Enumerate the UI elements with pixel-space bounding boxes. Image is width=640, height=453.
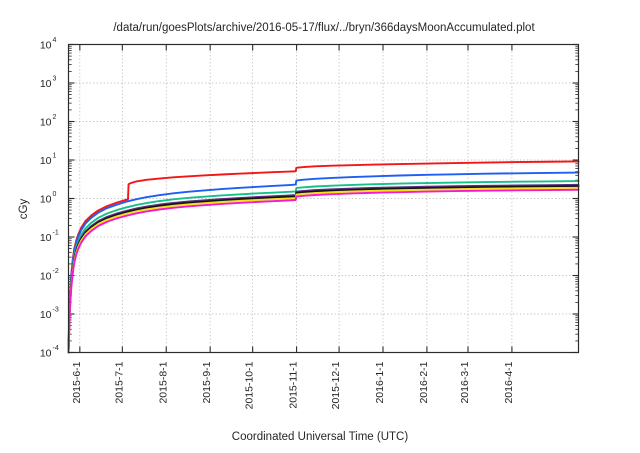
x-tick-label: 2015-8-1 [157,361,169,403]
plot-frame [67,43,580,354]
svg-text:-2: -2 [53,268,59,275]
svg-text:1: 1 [53,153,57,160]
x-tick-label: 2016-1-1 [374,361,386,403]
y-tick-label: 10 1 [40,153,57,168]
x-tick-label: 2015-11-1 [288,361,300,408]
svg-text:0: 0 [53,191,57,198]
svg-text:-1: -1 [53,230,59,237]
y-axis-label: cGy [18,199,30,220]
svg-text:10: 10 [40,78,52,90]
svg-text:10: 10 [40,271,52,283]
svg-text:10: 10 [40,155,52,167]
y-tick-label: 10 -3 [40,307,59,322]
svg-text:10: 10 [40,117,52,129]
svg-text:10: 10 [40,232,52,244]
data-series-group [67,160,580,354]
x-tick-label: 2016-4-1 [503,361,515,403]
series-line-series-7 [67,188,580,354]
y-tick-label: 10 2 [40,114,57,129]
svg-text:10: 10 [40,348,52,360]
svg-text:-4: -4 [53,345,59,352]
y-tick-label: 10 4 [40,37,57,52]
x-tick-label: 2016-3-1 [459,361,471,403]
svg-text:4: 4 [53,37,57,44]
x-tick-label: 2015-12-1 [330,361,342,409]
chart-title: /data/run/goesPlots/archive/2016-05-17/f… [113,22,535,34]
y-tick-label: 10 -1 [40,230,59,245]
svg-text:-3: -3 [53,307,59,314]
series-line-series-2 [67,171,580,354]
x-tick-label: 2015-7-1 [113,361,125,403]
x-tick-label: 2015-9-1 [201,361,213,403]
y-tick-label: 10 3 [40,76,57,91]
x-axis-label: Coordinated Universal Time (UTC) [232,431,409,443]
x-tick-label: 2015-10-1 [244,361,256,409]
x-axis-ticks: 2015-6-1 2015-7-1 2015-8-1 2015-9-1 2015-10-… [71,44,515,409]
grid-lines [68,44,579,353]
x-tick-label: 2016-2-1 [418,361,430,403]
y-tick-label: 10 0 [40,191,57,206]
svg-text:10: 10 [40,309,52,321]
y-tick-label: 10 -2 [40,268,59,283]
x-tick-label: 2015-6-1 [71,361,83,403]
svg-text:2: 2 [53,114,57,121]
svg-text:10: 10 [40,40,52,52]
y-tick-label: 10 -4 [40,345,59,360]
svg-text:10: 10 [40,194,52,206]
svg-text:3: 3 [53,76,57,83]
